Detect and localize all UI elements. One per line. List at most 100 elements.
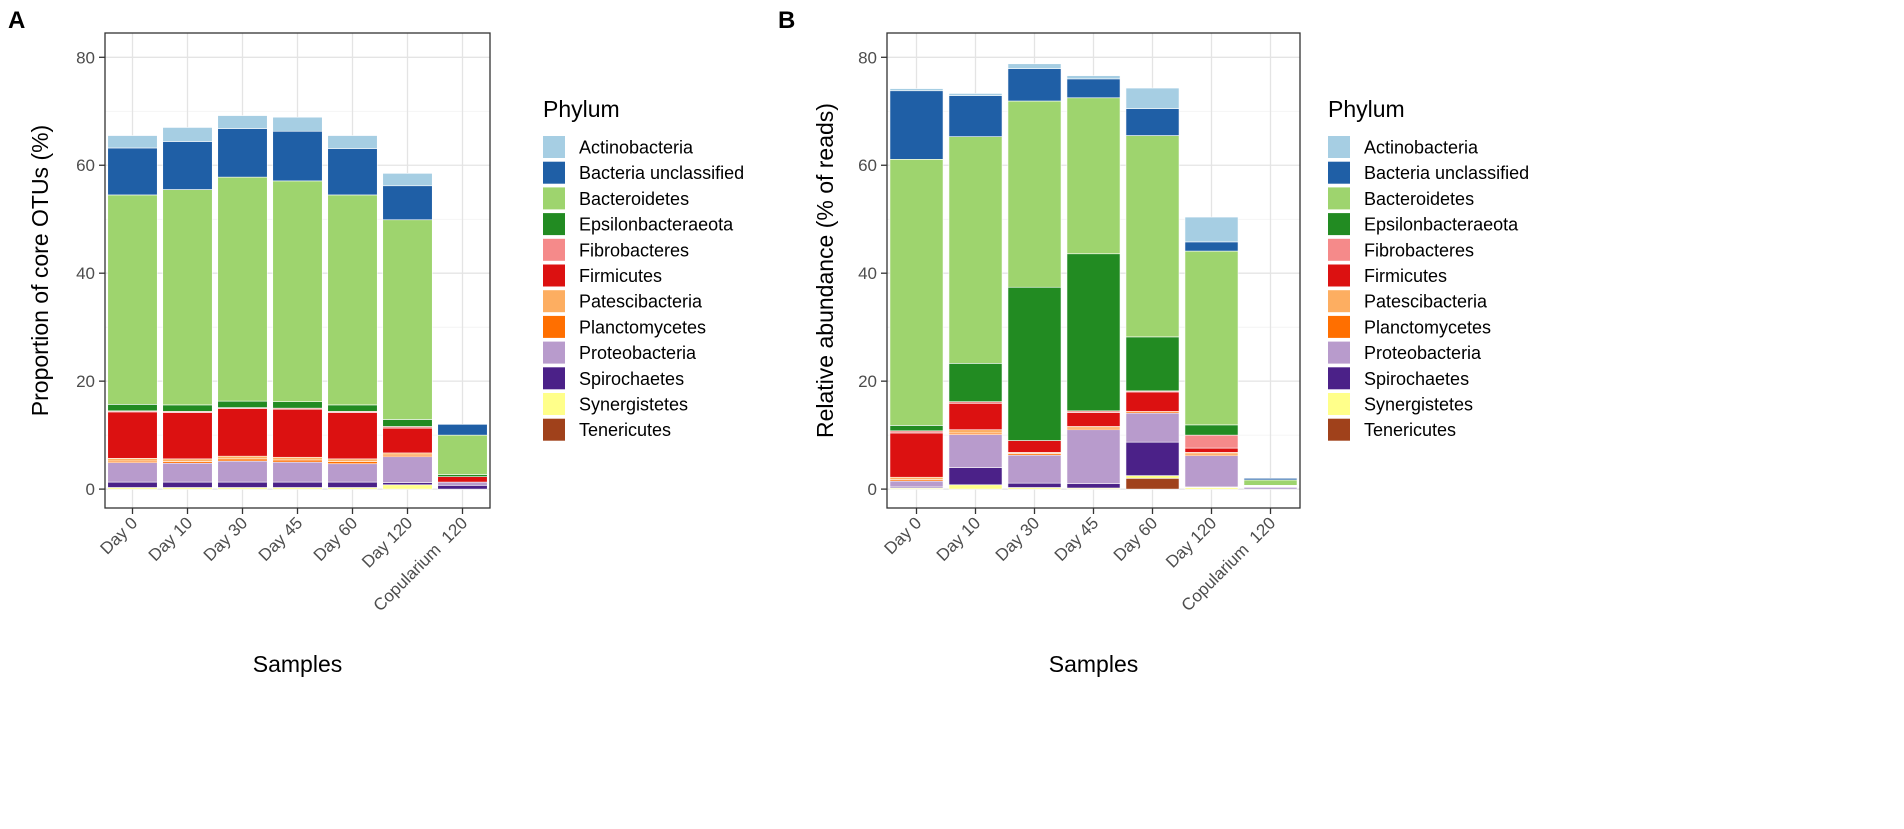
legend-title: Phylum [543,96,620,122]
bar-segment-proteobacteria [1066,429,1121,485]
legend-item-label: Proteobacteria [579,343,697,363]
panel-label: B [778,7,795,34]
bar-segment-spirochaetes [162,481,213,488]
legend-item-label: Epsilonbacteraeota [579,215,734,235]
bar-segment-bacteria-unclassified [1066,78,1121,99]
bar-segment-firmicutes [1007,440,1062,453]
bar-segment-bacteroidetes [327,194,378,406]
bar-segment-proteobacteria [889,480,944,488]
bar-segment-spirochaetes [1007,482,1062,488]
y-tick-label: 0 [86,480,95,499]
x-tick-label: Day 30 [200,513,252,565]
bar-segment-bacteria-unclassified [1184,241,1239,252]
bar-segment-epsilonbacteraeota [1184,424,1239,436]
legend-item-label: Firmicutes [1364,266,1447,286]
y-tick-label: 40 [858,264,877,283]
x-tick-label: Day 10 [145,513,197,565]
bar-segment-bacteroidetes [162,189,213,406]
bar-segment-bacteroidetes [382,219,433,420]
bar-segment-fibrobacteres [889,430,944,434]
legend-item-label: Bacteroidetes [1364,189,1474,209]
legend-item-label: Bacteroidetes [579,189,689,209]
bar-segment-planctomycetes [272,459,323,463]
bar-segment-spirochaetes [1066,483,1121,489]
legend-item-label: Planctomycetes [1364,317,1491,337]
y-tick-label: 20 [76,372,95,391]
bar-segment-epsilonbacteraeota [217,400,268,408]
y-tick-label: 80 [858,48,877,67]
legend-item-label: Synergistetes [579,395,688,415]
bar-segment-proteobacteria [162,462,213,483]
bar-segment-actinobacteria [162,127,213,142]
y-tick-label: 80 [76,48,95,67]
bar-segment-proteobacteria [217,460,268,483]
bar-segment-epsilonbacteraeota [948,363,1003,402]
bar-segment-actinobacteria [1007,63,1062,69]
bar-segment-actinobacteria [889,88,944,92]
x-tick-label: Day 45 [1051,513,1103,565]
legend-swatch [543,161,565,184]
y-axis-title: Proportion of core OTUs (%) [27,125,53,416]
legend-swatch [1328,238,1350,261]
bar-segment-patescibacteria [382,452,433,456]
y-tick-label: 60 [76,156,95,175]
legend-item-label: Planctomycetes [579,317,706,337]
bar-segment-proteobacteria [327,463,378,483]
bar-segment-epsilonbacteraeota [107,404,158,412]
bar-segment-actinobacteria [327,135,378,149]
legend-item-label: Tenericutes [1364,420,1456,440]
legend-item-label: Patescibacteria [1364,292,1488,312]
bar-segment-bacteroidetes [217,176,268,402]
y-axis-title: Relative abundance (% of reads) [812,103,838,438]
legend-item-label: Actinobacteria [1364,138,1479,158]
bar-segment-bacteria-unclassified [1243,478,1298,481]
legend-swatch [1328,367,1350,390]
bar-segment-bacteria-unclassified [1007,68,1062,102]
bar-segment-firmicutes [437,476,488,483]
bar-segment-actinobacteria [1184,216,1239,243]
legend-swatch [543,213,565,236]
legend-item-label: Epsilonbacteraeota [1364,215,1519,235]
x-axis-title: Samples [253,651,342,677]
legend-item-label: Bacteria unclassified [579,163,744,183]
x-axis-title: Samples [1049,651,1138,677]
legend-item-label: Patescibacteria [579,292,703,312]
bar-segment-synergistetes [1125,475,1180,479]
legend-item-label: Firmicutes [579,266,662,286]
bar-segment-actinobacteria [107,135,158,149]
bar-segment-actinobacteria [217,115,268,129]
legend: Phylum Actinobacteria Bacteria unclassifie… [1328,96,1529,441]
bar-segment-proteobacteria [1184,455,1239,488]
bar-segment-firmicutes [1184,447,1239,453]
legend-item-label: Proteobacteria [1364,343,1482,363]
x-tick-label: Day 0 [880,513,925,558]
bar-segment-tenericutes [1125,478,1180,490]
legend-item-label: Tenericutes [579,420,671,440]
bar-segment-bacteroidetes [1007,100,1062,288]
legend-swatch [1328,418,1350,441]
bar-segment-bacteria-unclassified [948,95,1003,137]
bar-segment-firmicutes [272,408,323,458]
bar-segment-spirochaetes [272,481,323,488]
bar-segment-bacteria-unclassified [272,130,323,182]
bar-segment-bacteroidetes [1243,479,1298,486]
legend-item-label: Synergistetes [1364,395,1473,415]
legend-swatch [543,418,565,441]
bar-segment-actinobacteria [382,173,433,187]
bar-segment-synergistetes [382,484,433,490]
bar-segment-bacteroidetes [437,434,488,475]
bar-segment-patescibacteria [217,455,268,460]
bar-segment-spirochaetes [948,467,1003,486]
x-tick-label: Day 60 [1110,513,1162,565]
bar-segment-proteobacteria [948,434,1003,468]
panel-b: B 0 20 40 60 80 Day 0 Day 10 Day 30 Day 45 Day 60 D… [778,7,1529,677]
legend-swatch [1328,290,1350,313]
bar-segment-bacteroidetes [948,136,1003,364]
bar-segment-patescibacteria [327,458,378,462]
bar-segment-bacteria-unclassified [889,90,944,160]
bar-segment-firmicutes [1066,412,1121,427]
bar-segment-firmicutes [948,402,1003,431]
legend-item-label: Actinobacteria [579,138,694,158]
